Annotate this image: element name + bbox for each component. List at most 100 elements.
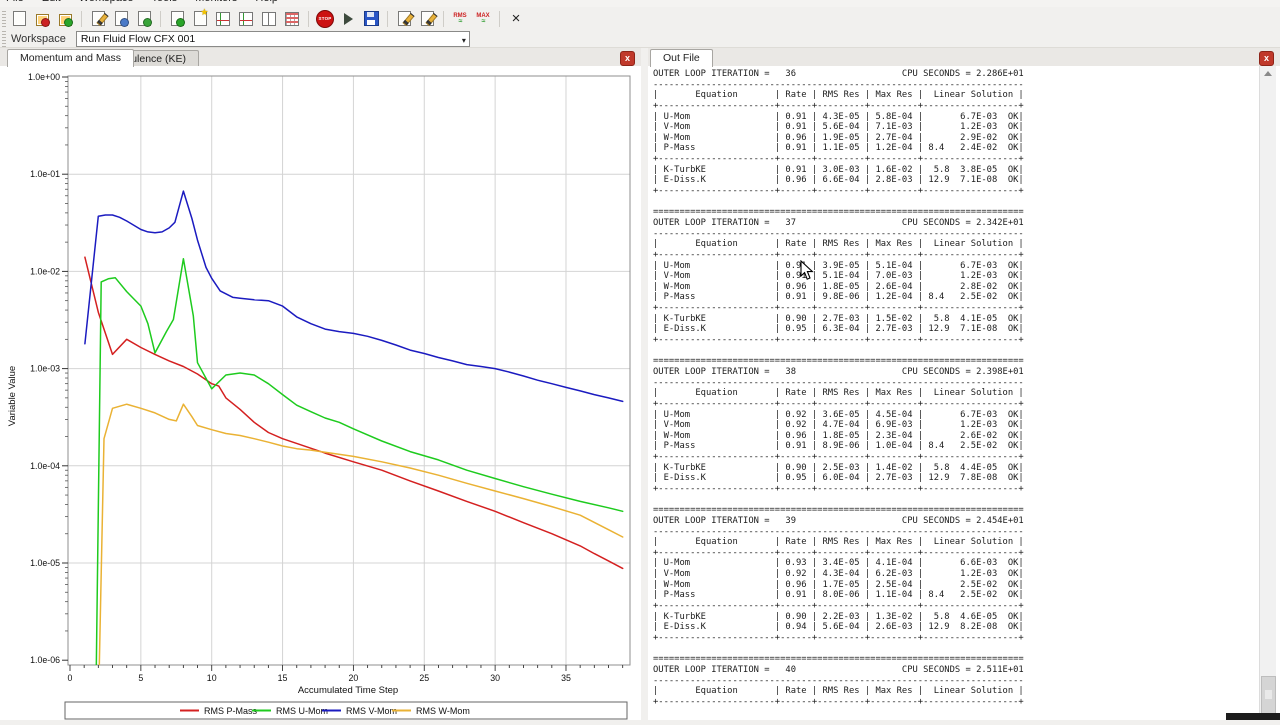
close-button: × xyxy=(511,10,521,27)
chart-monitor-icon[interactable] xyxy=(213,10,233,28)
close-button[interactable]: × xyxy=(506,10,526,28)
workspace-combobox[interactable]: Run Fluid Flow CFX 001 ▾ xyxy=(75,30,470,47)
new-monitor-icon[interactable]: ★ xyxy=(190,8,210,28)
menu-tools[interactable]: Tools xyxy=(152,0,178,4)
y-tick-label: 1.0e-02 xyxy=(30,266,60,276)
workspace-combobox-value: Run Fluid Flow CFX 001 xyxy=(80,32,196,45)
new-monitor-icon: ★ xyxy=(193,8,209,26)
max-plot-button: MAX ≈ xyxy=(476,12,490,25)
scrollbar-thumb[interactable] xyxy=(1261,676,1276,714)
open-run-icon[interactable] xyxy=(32,10,52,28)
edit-properties-icon[interactable] xyxy=(417,10,438,28)
legend-label: RMS V-Mom xyxy=(346,706,397,716)
mouse-cursor xyxy=(800,260,814,280)
open-run-icon xyxy=(35,14,50,27)
workspace-table-icon xyxy=(285,11,299,26)
series-rms-p-mass xyxy=(84,256,624,570)
y-axis-title: Variable Value xyxy=(7,366,18,426)
left-tabstrip: Momentum and Mass Turbulence (KE) x xyxy=(0,48,641,67)
rms-plot-button: RMS ≈ xyxy=(453,12,467,25)
refresh-monitor-icon[interactable] xyxy=(167,10,187,28)
menu-file[interactable]: File xyxy=(6,0,24,4)
right-tabstrip: Out File x xyxy=(648,48,1280,67)
menu-bar: File Edit Workspace Tools Monitors Help xyxy=(0,0,1280,7)
main-toolbar: ★ STOP RMS ≈ MAX ≈ × xyxy=(0,7,1280,31)
x-tick-label: 0 xyxy=(68,673,73,683)
tab-out-file-label: Out File xyxy=(663,52,700,64)
legend-label: RMS P-Mass xyxy=(204,706,258,716)
y-tick-label: 1.0e-04 xyxy=(30,461,60,471)
series-rms-v-mom xyxy=(84,190,624,403)
y-tick-label: 1.0e-06 xyxy=(30,655,60,665)
x-tick-label: 5 xyxy=(138,673,143,683)
save-button xyxy=(363,11,379,26)
residual-chart: 1.0e+00 1.0e-01 1.0e-02 1.0e-03 1.0e-04 1.0e-… xyxy=(7,72,631,720)
workspace-toolbar: Workspace Run Fluid Flow CFX 001 ▾ xyxy=(0,30,1280,48)
menu-monitors[interactable]: Monitors xyxy=(195,0,237,4)
menu-help[interactable]: Help xyxy=(255,0,278,4)
toolbar-icons: ★ STOP RMS ≈ MAX ≈ × xyxy=(9,8,526,28)
out-file-scrollbar[interactable] xyxy=(1259,66,1276,720)
x-tick-label: 20 xyxy=(349,673,359,683)
copy-run-icon xyxy=(114,11,129,27)
restart-run-icon[interactable] xyxy=(134,10,154,28)
new-file-icon[interactable] xyxy=(9,10,29,28)
x-tick-label: 15 xyxy=(278,673,288,683)
toolbar-separator xyxy=(308,10,309,27)
open-recent-run-icon xyxy=(58,14,73,27)
open-recent-run-icon[interactable] xyxy=(55,10,75,28)
refresh-monitor-icon xyxy=(170,11,185,27)
split-workspace-icon xyxy=(262,11,276,26)
x-tick-label: 25 xyxy=(419,673,429,683)
rms-plot-button[interactable]: RMS ≈ xyxy=(450,10,470,28)
edit-definition-icon[interactable] xyxy=(88,10,109,28)
start-run-button xyxy=(343,12,353,25)
x-axis-title: Accumulated Time Step xyxy=(298,685,398,696)
workspace-label: Workspace xyxy=(11,32,66,45)
menu-edit[interactable]: Edit xyxy=(42,0,61,4)
workspace-gripper[interactable] xyxy=(2,30,6,47)
legend-label: RMS W-Mom xyxy=(416,706,470,716)
menu-workspace[interactable]: Workspace xyxy=(79,0,134,4)
edit-chart-icon[interactable] xyxy=(394,10,415,28)
split-workspace-icon[interactable] xyxy=(259,10,279,28)
scroll-up-arrow-icon[interactable] xyxy=(1260,66,1276,81)
right-panel-close-icon[interactable]: x xyxy=(1259,51,1274,66)
residual-chart-panel: 1.0e+00 1.0e-01 1.0e-02 1.0e-03 1.0e-04 1.0e-… xyxy=(0,66,641,720)
stop-run-button: STOP xyxy=(316,9,334,28)
legend-label: RMS U-Mom xyxy=(276,706,328,716)
legend-box xyxy=(64,701,628,720)
chart-monitor-icon xyxy=(216,11,230,26)
toolbar-gripper[interactable] xyxy=(2,10,6,27)
new-file-icon xyxy=(12,11,26,26)
x-tick-label: 10 xyxy=(207,673,217,683)
overlay-bar xyxy=(1226,713,1280,720)
y-tick-label: 1.0e-01 xyxy=(30,169,60,179)
report-icon xyxy=(239,11,253,26)
toolbar-separator xyxy=(443,10,444,27)
series-rms-w-mom xyxy=(98,403,624,665)
x-tick-label: 30 xyxy=(490,673,500,683)
y-tick-label: 1.0e-03 xyxy=(30,364,60,374)
stop-run-button[interactable]: STOP xyxy=(315,9,335,28)
plot-border xyxy=(67,75,631,666)
series-group xyxy=(84,190,624,665)
edit-properties-icon xyxy=(420,11,438,27)
tab-momentum-and-mass[interactable]: Momentum and Mass xyxy=(7,49,134,67)
toolbar-separator xyxy=(81,10,82,27)
y-tick-label: 1.0e-05 xyxy=(30,558,60,568)
x-tick-label: 35 xyxy=(561,673,571,683)
copy-run-icon[interactable] xyxy=(111,10,131,28)
plot-area xyxy=(68,76,630,665)
chevron-down-icon[interactable]: ▾ xyxy=(461,35,466,45)
toolbar-separator xyxy=(387,10,388,27)
tab-out-file[interactable]: Out File xyxy=(650,49,713,67)
max-plot-button[interactable]: MAX ≈ xyxy=(473,10,493,28)
left-panel-close-icon[interactable]: x xyxy=(620,51,635,66)
workspace-table-icon[interactable] xyxy=(282,10,302,28)
edit-definition-icon xyxy=(91,11,109,27)
start-run-button[interactable] xyxy=(338,10,358,28)
report-icon[interactable] xyxy=(236,10,256,28)
save-button[interactable] xyxy=(361,10,381,28)
